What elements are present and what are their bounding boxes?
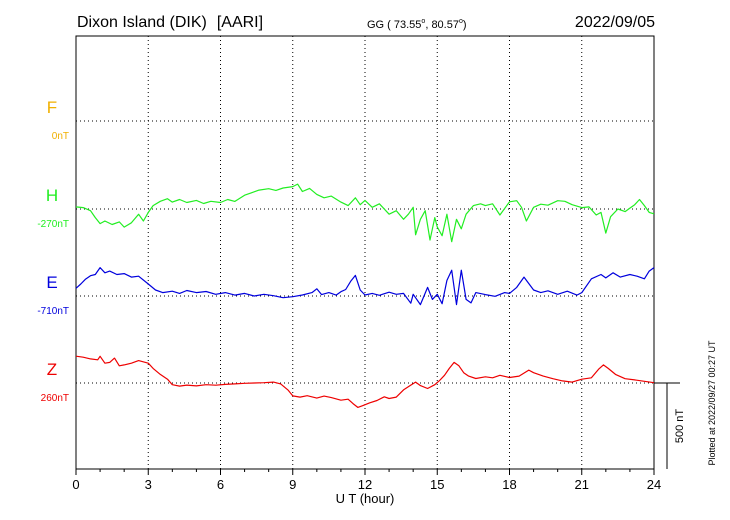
x-tick-label: 24 xyxy=(647,477,661,492)
x-tick-label: 0 xyxy=(72,477,79,492)
scale-bar: 500 nT xyxy=(654,382,686,469)
baseline-label-z: 260nT xyxy=(41,393,69,404)
scale-bar-label: 500 nT xyxy=(674,409,686,444)
component-name-f: F xyxy=(47,98,57,117)
x-axis: 0 3 6 9 12 15 18 21 24 xyxy=(72,469,661,492)
trace-e xyxy=(75,267,655,306)
trace-z xyxy=(75,355,655,408)
x-tick-label: 9 xyxy=(289,477,296,492)
traces xyxy=(75,183,655,408)
x-axis-label: U T (hour) xyxy=(336,491,395,506)
component-name-e: E xyxy=(46,273,57,292)
grid-lines xyxy=(76,36,654,469)
plotted-note: Plotted at 2022/09/27 00:27 UT xyxy=(707,340,717,466)
trace-h xyxy=(75,183,655,243)
baseline-label-h: -270nT xyxy=(37,219,69,230)
baseline-label-f: 0nT xyxy=(52,131,69,142)
component-labels: F 0nT H -270nT E -710nT Z 260nT xyxy=(37,98,69,404)
x-tick-label: 18 xyxy=(502,477,516,492)
x-tick-label: 3 xyxy=(145,477,152,492)
x-tick-label: 21 xyxy=(575,477,589,492)
x-tick-label: 6 xyxy=(217,477,224,492)
x-tick-label: 12 xyxy=(358,477,372,492)
component-name-h: H xyxy=(46,186,58,205)
baseline-label-e: -710nT xyxy=(37,306,69,317)
station-title: Dixon Island (DIK) [AARI] xyxy=(77,14,263,31)
date-label: 2022/09/05 xyxy=(575,14,655,31)
x-tick-label: 15 xyxy=(430,477,444,492)
component-name-z: Z xyxy=(47,360,57,379)
coordinates-label: GG ( 73.55o, 80.57o) xyxy=(367,18,467,31)
